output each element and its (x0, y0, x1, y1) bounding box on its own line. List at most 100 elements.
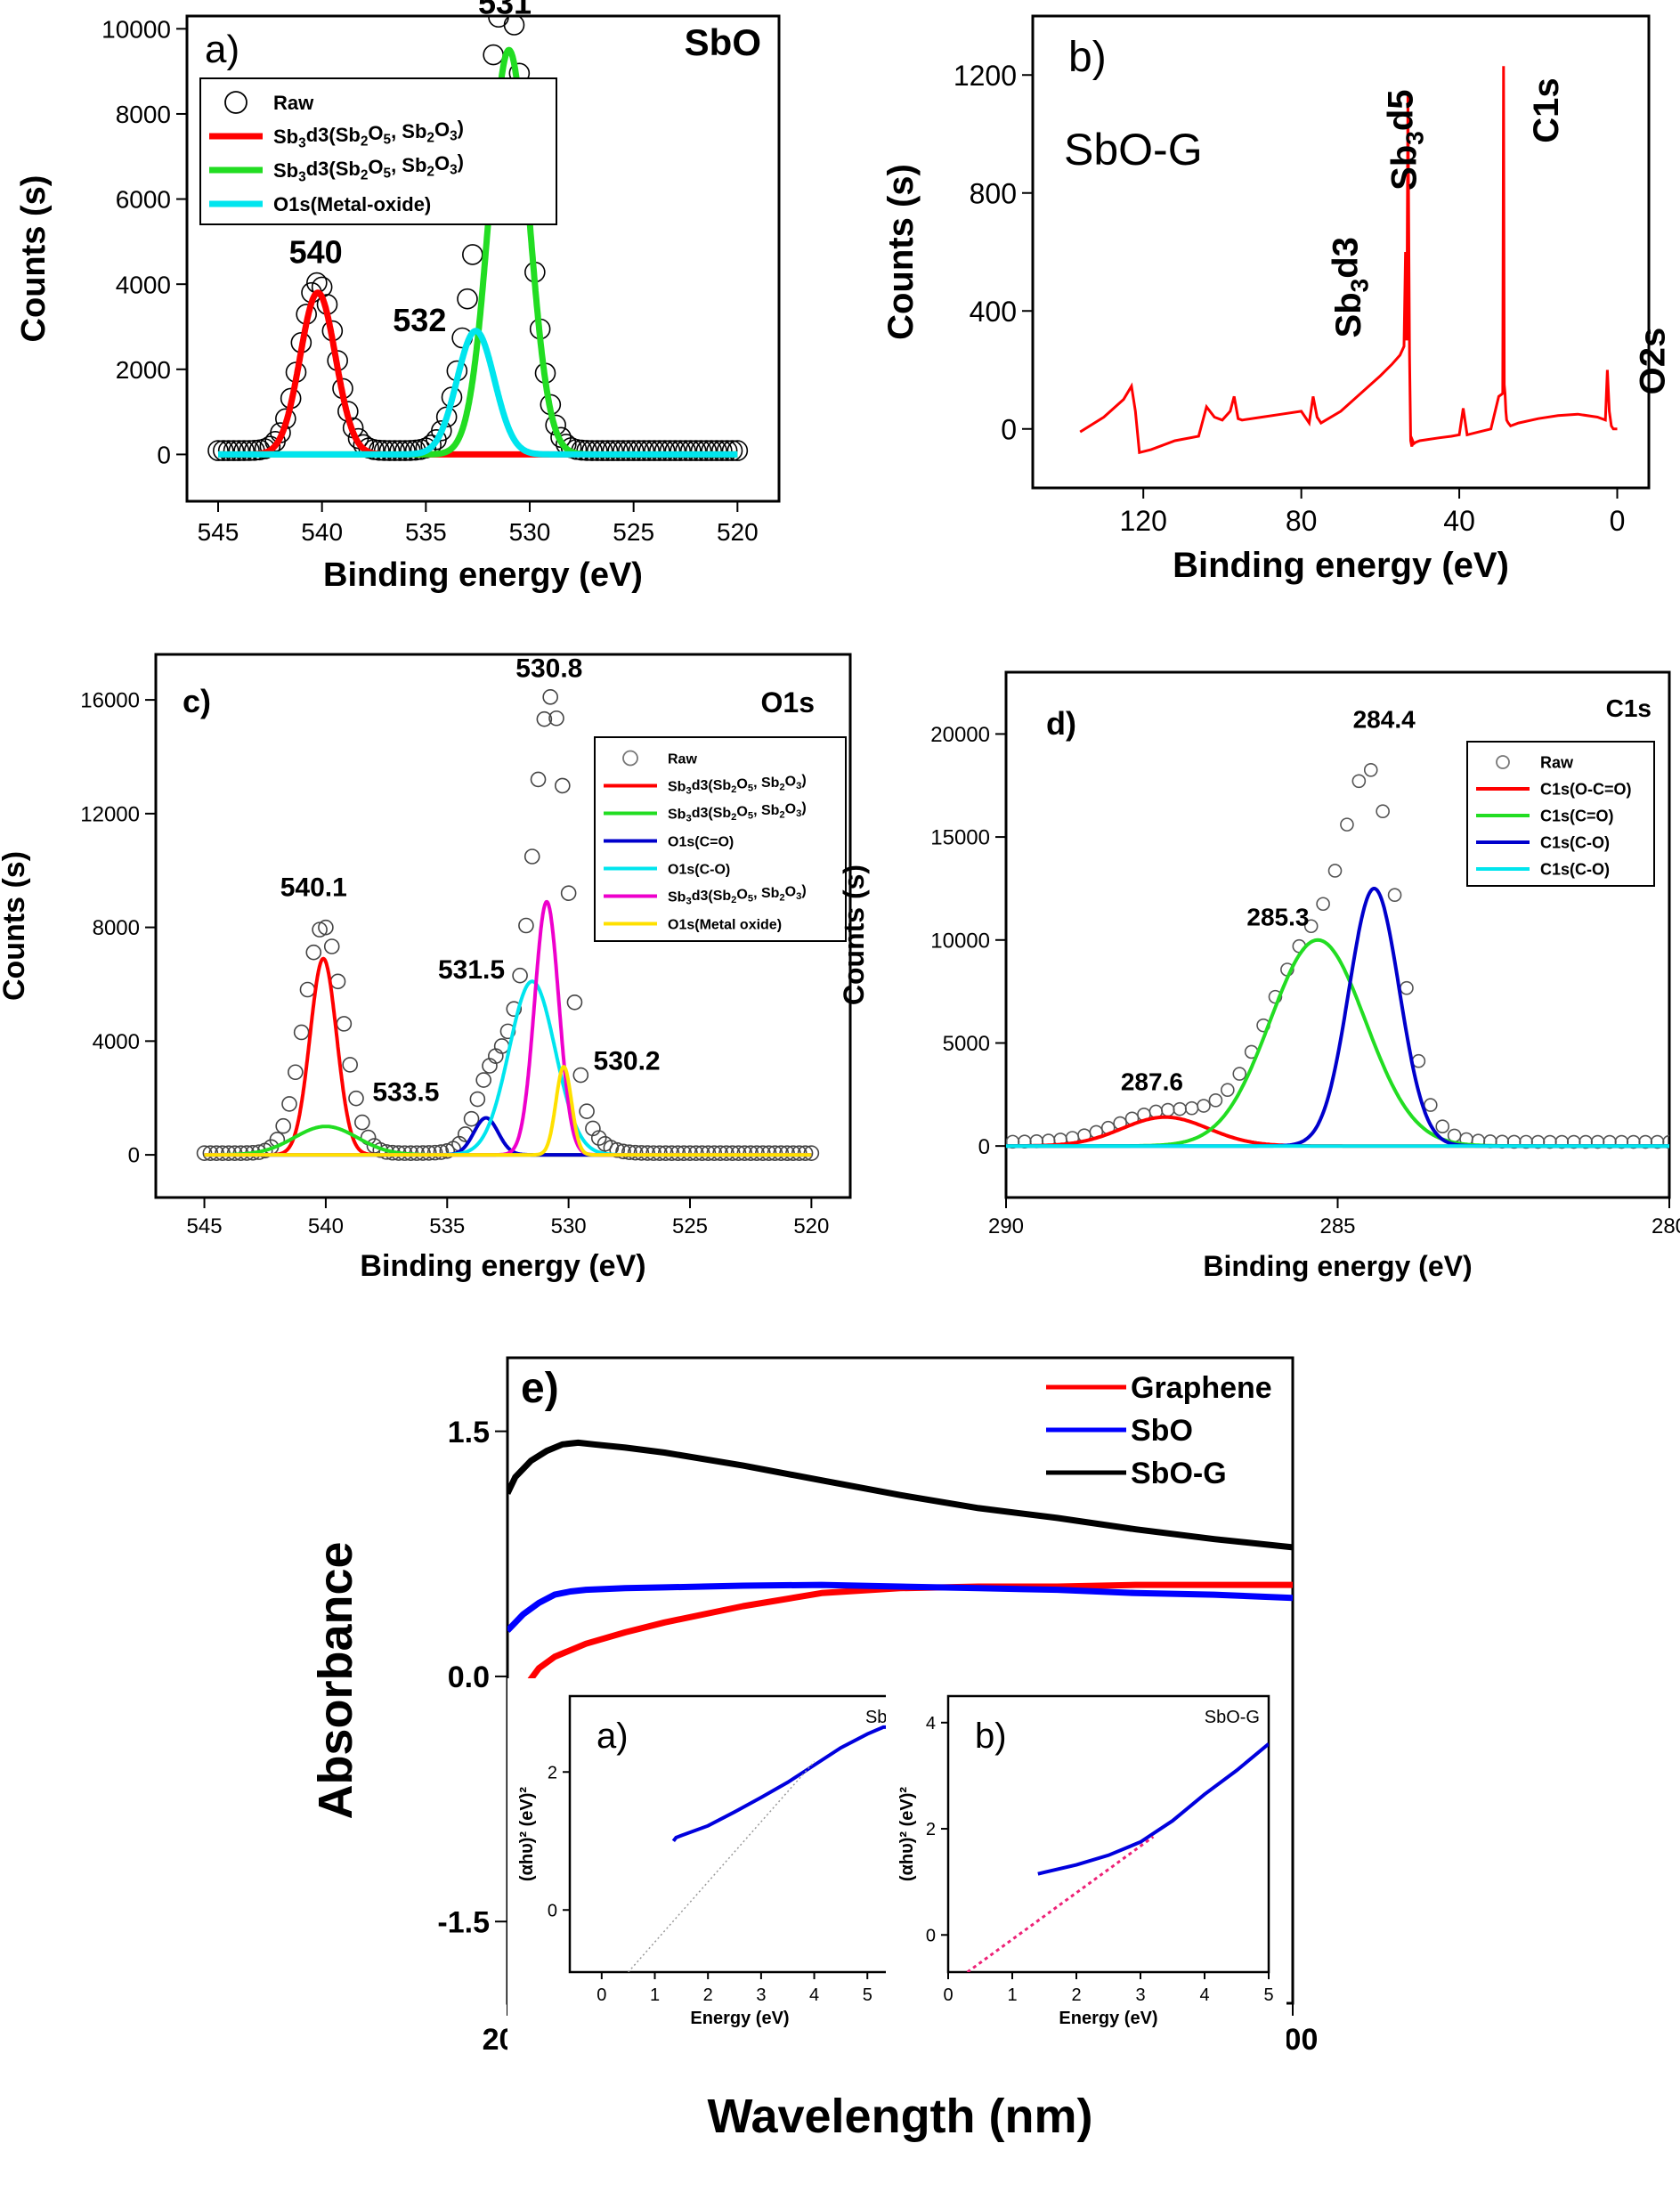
panel-label: a) (597, 1717, 629, 1756)
legend-box (594, 736, 847, 942)
raw-point (1340, 817, 1354, 832)
raw-point (633, 1145, 650, 1161)
raw-point (597, 1135, 613, 1152)
legend-entry: Sb3d3(Sb2O5, Sb2O3) (668, 773, 807, 797)
legend-box (199, 77, 557, 225)
x-axis-label: Binding energy (eV) (1203, 1250, 1472, 1282)
y-tick-label: 10000 (101, 15, 171, 43)
raw-point (1232, 1067, 1247, 1081)
raw-point (721, 440, 743, 461)
y-axis-label: Counts (s) (15, 175, 53, 343)
peak-label: C1s (1527, 77, 1566, 142)
raw-point (239, 440, 260, 461)
chart-b-survey-line (1079, 66, 1618, 455)
raw-point (701, 440, 722, 461)
raw-point (622, 440, 645, 461)
raw-point (621, 1144, 637, 1161)
peak-label: 533.5 (372, 1077, 439, 1107)
x-tick-label: 0 (943, 1985, 953, 2005)
legend-entry: Sb3d3(Sb2O5, Sb2O3) (273, 117, 464, 151)
chart-c-fit-line-5 (204, 1064, 812, 1157)
raw-point (1435, 1119, 1450, 1133)
x-axis-label: Wavelength (nm) (707, 2090, 1092, 2143)
raw-point (354, 1114, 370, 1131)
x-axis-label: Energy (eV) (690, 2009, 789, 2028)
peak-label: 540.1 (280, 873, 347, 902)
x-axis-label: Binding energy (eV) (1173, 546, 1509, 585)
raw-point (523, 848, 540, 865)
x-tick-label: 0 (1610, 505, 1626, 537)
legend-entry: SbO (1131, 1414, 1193, 1448)
y-tick-label: 0 (157, 441, 171, 468)
raw-point (695, 440, 718, 461)
legend-entry: C1s(C-O) (1540, 833, 1610, 851)
y-tick-label: 400 (970, 296, 1017, 328)
raw-point (587, 440, 608, 461)
legend-entry: O1s(Metal-oxide) (273, 193, 431, 215)
peak-label: 530.8 (515, 654, 582, 684)
raw-point (1173, 1101, 1187, 1116)
raw-point (644, 440, 665, 461)
x-axis-label: Binding energy (eV) (323, 556, 643, 594)
chart-a-axes: 545 540 535 530 525 520 0 2000 4000 6000 8000 10000… (15, 14, 781, 594)
panel-title: SbO-G (1205, 1708, 1260, 1727)
raw-point (312, 921, 328, 938)
panel-title: SbO-G (1064, 125, 1203, 175)
raw-point (348, 1090, 364, 1107)
raw-point (329, 973, 346, 990)
y-tick-label: 1.5 (448, 1416, 490, 1449)
x-tick-label: 525 (672, 1214, 708, 1238)
legend-entry: O1s(C-O) (668, 862, 730, 877)
x-tick-label: 120 (1120, 505, 1167, 537)
inset-background (886, 1678, 1286, 2061)
y-axis-label: (αhυ)² (eV)² (517, 1787, 537, 1881)
raw-point (1424, 1098, 1438, 1112)
chart-e-inset-a-axes: 0 1 2 3 4 5 0 2 Energy (eV) (αhυ)² (eV)² (517, 1694, 912, 2028)
raw-point (213, 440, 234, 461)
chart-d-legend: Raw C1s(O-C=O) C1s(C=O) C1s(C-O) C1s(C-O) (1466, 741, 1655, 887)
x-tick-label: 2 (1071, 1985, 1081, 2005)
peak-label: 531 (478, 0, 532, 21)
raw-point (615, 1143, 631, 1160)
x-tick-label: 535 (405, 518, 447, 546)
x-tick-label: 545 (187, 1214, 223, 1238)
x-tick-label: 285 (1319, 1214, 1355, 1238)
x-tick-label: 530 (551, 1214, 587, 1238)
plot-frame (185, 14, 781, 503)
x-tick-label: 530 (509, 518, 551, 546)
y-tick-label: 2000 (116, 356, 171, 384)
raw-point (555, 777, 571, 794)
raw-point (217, 440, 239, 461)
raw-point (275, 1117, 291, 1134)
y-tick-label: 0 (128, 1144, 140, 1168)
x-tick-label: 1 (1007, 1985, 1017, 2005)
y-tick-label: 4 (926, 1714, 936, 1733)
peak-label: 531.5 (438, 955, 505, 985)
chart-e-inset-a-line-0 (671, 1725, 910, 1843)
raw-point (457, 288, 478, 310)
raw-point (602, 440, 624, 461)
peak-label: 540 (289, 233, 343, 270)
legend-entry: Sb3d3(Sb2O5, Sb2O3) (273, 150, 464, 185)
raw-point (572, 1067, 589, 1084)
y-tick-label: 15000 (930, 826, 990, 850)
peak-label: O2s (1634, 328, 1673, 395)
raw-point (506, 1001, 523, 1018)
raw-point (433, 1144, 450, 1160)
legend-marker-raw (1496, 755, 1510, 769)
raw-point (627, 1144, 644, 1161)
peak-label: Sb3d3 (1327, 237, 1374, 337)
legend-entry: Sb3d3(Sb2O5, Sb2O3) (668, 883, 807, 907)
raw-point (394, 440, 416, 461)
x-tick-label: 4 (809, 1985, 819, 2005)
raw-point (233, 440, 255, 461)
y-tick-label: 4000 (93, 1030, 140, 1054)
plot-frame (154, 653, 852, 1199)
chart-c-axes: 545 540 535 530 525 520 0 4000 8000 12000 16000 Bin… (0, 653, 852, 1283)
peak-label: 285.3 (1246, 904, 1309, 931)
y-axis-label: Absorbance (309, 1541, 362, 1819)
chart-d-axes: 290 285 280 0 5000 10000 15000 20000 Binding ene… (838, 670, 1680, 1282)
plot-frame (946, 1694, 1270, 1974)
chart-e-inset-b-line-1 (966, 1835, 1155, 1972)
raw-point (1221, 1083, 1235, 1098)
